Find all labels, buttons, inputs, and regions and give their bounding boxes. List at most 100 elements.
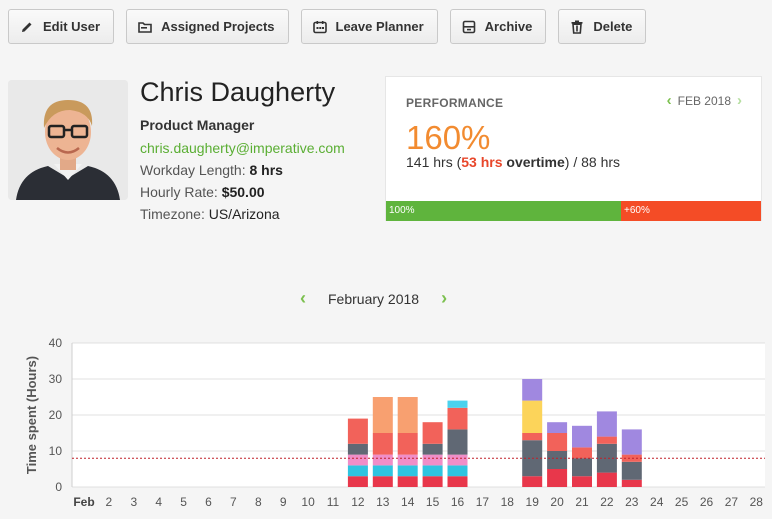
expected-hours: 88 hrs <box>581 154 621 170</box>
y-tick-label: 30 <box>49 372 63 386</box>
tz-label: Timezone: <box>140 206 205 222</box>
bar-segment <box>596 443 617 473</box>
rate-value: $50.00 <box>221 184 265 200</box>
chevron-left-icon[interactable]: ‹ <box>300 288 306 308</box>
bar-segment <box>447 400 468 408</box>
folder-icon <box>138 20 152 34</box>
bar-segment <box>397 454 418 466</box>
bar-segment <box>372 476 393 487</box>
edit-user-label: Edit User <box>43 19 101 34</box>
trash-icon <box>570 20 584 34</box>
bar-segment <box>422 443 443 455</box>
x-tick-label: 7 <box>230 495 237 509</box>
timezone: Timezone: US/Arizona <box>140 206 345 222</box>
delete-button[interactable]: Delete <box>558 9 647 44</box>
bar-segment <box>522 433 543 441</box>
x-tick-label: 14 <box>401 495 415 509</box>
bar-segment <box>347 443 368 455</box>
bar-segment <box>397 476 418 487</box>
user-email-link[interactable]: chris.daugherty@imperative.com <box>140 140 345 156</box>
bar-segment <box>447 429 468 455</box>
bar-segment <box>372 397 393 433</box>
bar-segment <box>547 451 568 469</box>
x-tick-label: 8 <box>255 495 262 509</box>
bar-segment <box>347 465 368 477</box>
x-tick-label: 5 <box>180 495 187 509</box>
chevron-right-icon[interactable]: › <box>737 92 742 109</box>
x-tick-label: 18 <box>501 495 515 509</box>
overtime-label: overtime <box>506 154 565 170</box>
x-tick-label: 16 <box>451 495 465 509</box>
bar-segment <box>547 422 568 433</box>
performance-month: FEB 2018 <box>677 94 731 108</box>
bar-segment <box>347 476 368 487</box>
x-tick-label: Feb <box>73 495 94 509</box>
y-tick-label: 10 <box>49 444 63 458</box>
bar-segment <box>397 397 418 433</box>
bar-segment <box>422 454 443 466</box>
x-tick-label: 10 <box>301 495 315 509</box>
bar-segment <box>522 379 543 401</box>
x-tick-label: 22 <box>600 495 614 509</box>
bar-segment <box>572 458 592 477</box>
hourly-rate: Hourly Rate: $50.00 <box>140 184 345 200</box>
bar-segment <box>372 454 393 466</box>
performance-card: PERFORMANCE ‹ FEB 2018 › 160% 141 hrs (5… <box>385 76 762 221</box>
workday-value: 8 hrs <box>249 162 283 178</box>
bar-segment <box>596 411 617 437</box>
x-tick-label: 11 <box>327 495 340 509</box>
bar-segment <box>447 465 468 477</box>
y-tick-label: 0 <box>55 480 62 494</box>
x-tick-label: 17 <box>476 495 490 509</box>
chevron-left-icon[interactable]: ‹ <box>666 92 672 109</box>
archive-button[interactable]: Archive <box>449 9 547 44</box>
user-profile: Chris Daugherty Product Manager chris.da… <box>140 76 345 222</box>
bar-segment <box>621 461 642 480</box>
workday-label: Workday Length: <box>140 162 246 178</box>
performance-bar-overtime: +60% <box>621 201 761 221</box>
leave-planner-label: Leave Planner <box>335 19 424 34</box>
performance-title: PERFORMANCE <box>406 96 504 110</box>
x-tick-label: 15 <box>426 495 440 509</box>
bar-segment <box>522 400 543 433</box>
x-tick-label: 28 <box>750 495 764 509</box>
bar-segment <box>621 479 642 487</box>
toolbar: Edit User Assigned Projects Leave Planne… <box>8 9 647 44</box>
bar-segment <box>347 454 368 466</box>
x-tick-label: 23 <box>625 495 639 509</box>
bar-segment <box>572 476 592 487</box>
delete-label: Delete <box>593 19 633 34</box>
archive-icon <box>462 20 476 34</box>
bar-segment <box>621 454 642 462</box>
assigned-projects-button[interactable]: Assigned Projects <box>126 9 289 44</box>
bar-segment <box>397 465 418 477</box>
bar-segment <box>422 422 443 444</box>
performance-hours: 141 hrs (53 hrs overtime) / 88 hrs <box>406 154 621 170</box>
x-tick-label: 9 <box>280 495 287 509</box>
chart-month-switcher: ‹ February 2018 › <box>300 288 447 309</box>
user-role: Product Manager <box>140 117 255 133</box>
leave-planner-button[interactable]: Leave Planner <box>300 9 438 44</box>
bar-segment <box>372 465 393 477</box>
y-tick-label: 40 <box>49 336 63 350</box>
bar-segment <box>596 472 617 487</box>
bar-segment <box>596 436 617 444</box>
performance-percent: 160% <box>406 119 491 156</box>
bar-segment <box>447 454 468 466</box>
y-tick-label: 20 <box>49 408 63 422</box>
bar-segment <box>547 469 568 487</box>
x-tick-label: 2 <box>106 495 113 509</box>
bar-segment <box>347 418 368 444</box>
bar-segment <box>447 476 468 487</box>
x-tick-label: 27 <box>725 495 739 509</box>
chevron-right-icon[interactable]: › <box>441 288 448 308</box>
avatar <box>8 80 128 200</box>
overtime-hours: 53 hrs <box>461 154 503 170</box>
rate-label: Hourly Rate: <box>140 184 218 200</box>
chart-month: February 2018 <box>328 290 420 307</box>
performance-bar-base: 100% <box>386 201 621 221</box>
bar-segment <box>397 433 418 455</box>
edit-user-button[interactable]: Edit User <box>8 9 115 44</box>
x-tick-label: 26 <box>700 495 714 509</box>
